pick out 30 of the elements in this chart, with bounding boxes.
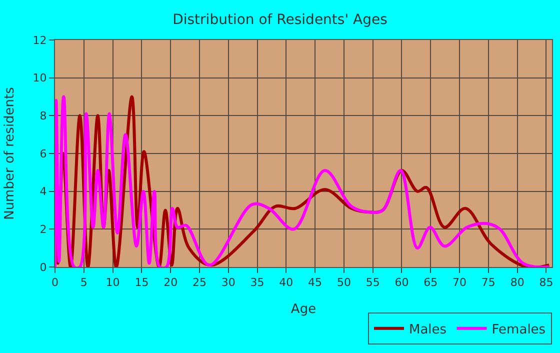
- x-tick-label: 25: [192, 276, 206, 290]
- y-axis-title: Number of residents: [2, 86, 18, 220]
- x-tick-label: 80: [510, 276, 524, 290]
- x-tick-label: 15: [134, 276, 149, 290]
- x-tick-label: 0: [52, 276, 58, 290]
- y-tick-label: 10: [32, 72, 47, 85]
- y-tick-label: 2: [40, 223, 47, 236]
- x-tick-label: 30: [221, 276, 236, 290]
- legend-label: Females: [492, 322, 546, 338]
- x-tick-label: 45: [308, 276, 322, 290]
- x-tick-label: 55: [366, 276, 380, 290]
- legend-label: Males: [409, 322, 447, 338]
- x-tick-label: 5: [80, 276, 88, 290]
- x-tick-label: 10: [106, 276, 120, 290]
- x-tick-label: 20: [164, 276, 178, 290]
- chart-title: Distribution of Residents' Ages: [172, 12, 388, 28]
- x-tick-label: 85: [539, 276, 554, 290]
- y-tick-label: 8: [40, 110, 47, 123]
- x-tick-label: 70: [452, 276, 467, 290]
- x-tick-label: 35: [250, 276, 264, 290]
- y-tick-label: 6: [40, 147, 47, 160]
- x-axis-title: Age: [290, 302, 316, 317]
- x-tick-label: 65: [424, 276, 438, 290]
- x-tick-label: 50: [336, 276, 351, 290]
- x-tick-label: 75: [481, 276, 496, 290]
- y-tick-label: 4: [40, 185, 47, 198]
- x-tick-label: 40: [279, 276, 294, 290]
- x-tick-label: 60: [394, 276, 409, 290]
- y-tick-label: 0: [40, 260, 47, 274]
- y-tick-label: 12: [32, 34, 47, 47]
